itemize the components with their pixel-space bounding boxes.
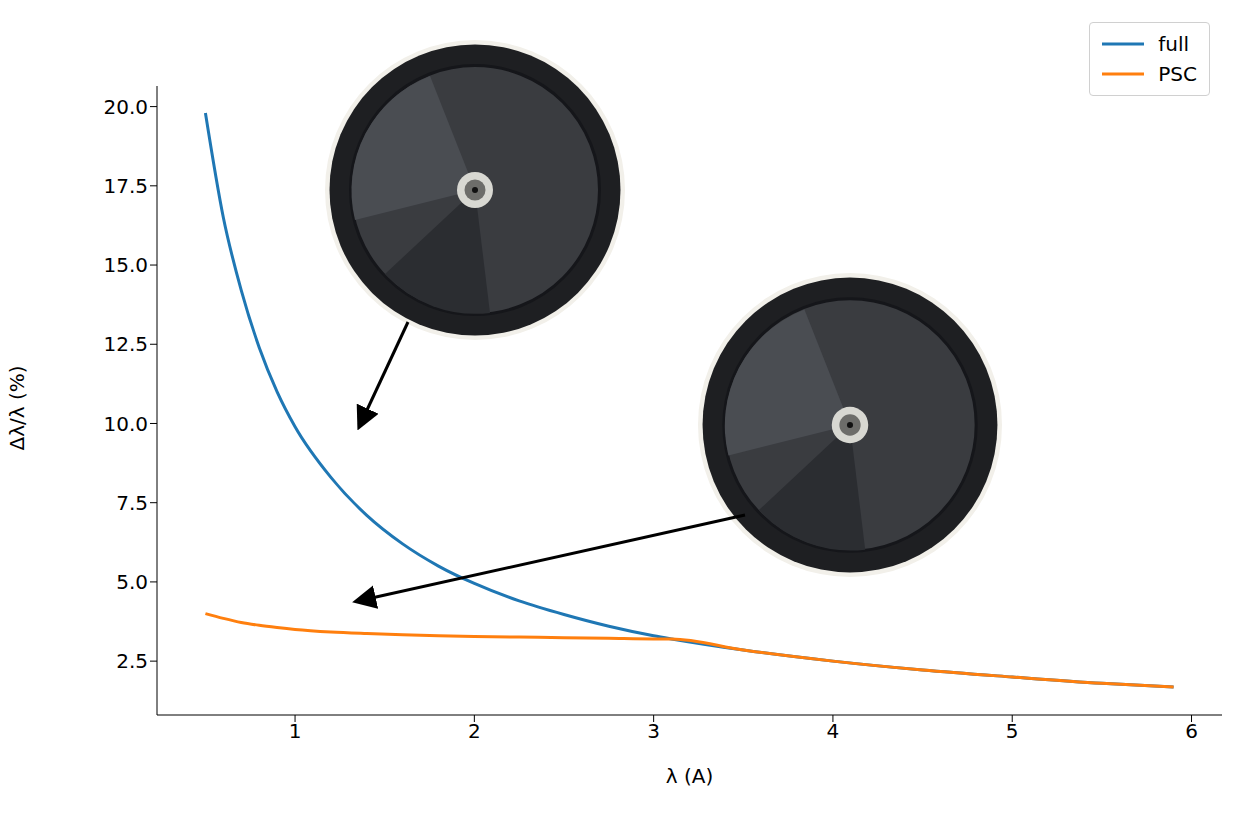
svg-text:1: 1 [289,719,302,743]
svg-text:20.0: 20.0 [103,95,148,119]
svg-text:3: 3 [647,719,660,743]
svg-text:17.5: 17.5 [103,174,148,198]
svg-text:λ (A): λ (A) [666,764,713,788]
svg-text:6: 6 [1185,719,1198,743]
svg-text:7.5: 7.5 [116,491,148,515]
svg-text:2: 2 [468,719,481,743]
svg-text:2.5: 2.5 [116,649,148,673]
svg-text:15.0: 15.0 [103,253,148,277]
svg-text:5: 5 [1006,719,1019,743]
svg-text:10.0: 10.0 [103,412,148,436]
html-text:full: full [1158,32,1190,56]
svg-text:4: 4 [827,719,840,743]
html-text:PSC: PSC [1158,62,1197,86]
svg-text:5.0: 5.0 [116,570,148,594]
svg-text:12.5: 12.5 [103,332,148,356]
svg-text:Δλ/λ (%): Δλ/λ (%) [5,365,29,450]
